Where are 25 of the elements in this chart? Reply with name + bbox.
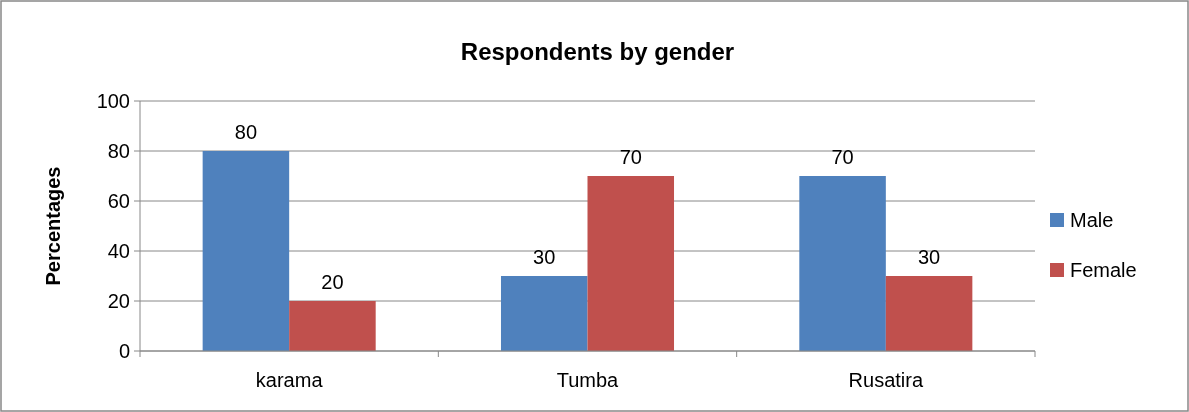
y-tick-label: 100 <box>96 90 130 112</box>
y-tick-label: 80 <box>107 140 130 162</box>
bar <box>500 276 588 351</box>
x-tick-label: Rusatira <box>848 369 924 391</box>
y-axis-title: Percentages <box>42 166 64 286</box>
legend-label: Female <box>1070 259 1137 281</box>
bar <box>799 176 886 351</box>
bar <box>289 301 376 351</box>
x-tick-label: Tumba <box>556 369 620 391</box>
data-label: 30 <box>533 246 556 268</box>
chart-title: Respondents by gender <box>460 38 735 65</box>
legend-label: Male <box>1070 209 1114 231</box>
y-tick-label: 40 <box>107 240 130 262</box>
bar <box>202 151 290 351</box>
bar <box>587 176 675 351</box>
x-tick-label: karama <box>255 369 324 391</box>
data-label: 70 <box>831 146 854 168</box>
data-label: 20 <box>321 271 344 293</box>
data-label: 80 <box>234 121 258 143</box>
data-label: 30 <box>917 246 941 268</box>
y-tick-label: 20 <box>107 290 130 312</box>
y-tick-label: 0 <box>118 340 130 362</box>
y-tick-label: 60 <box>107 190 130 212</box>
data-label: 70 <box>619 146 642 168</box>
bar <box>885 276 973 351</box>
